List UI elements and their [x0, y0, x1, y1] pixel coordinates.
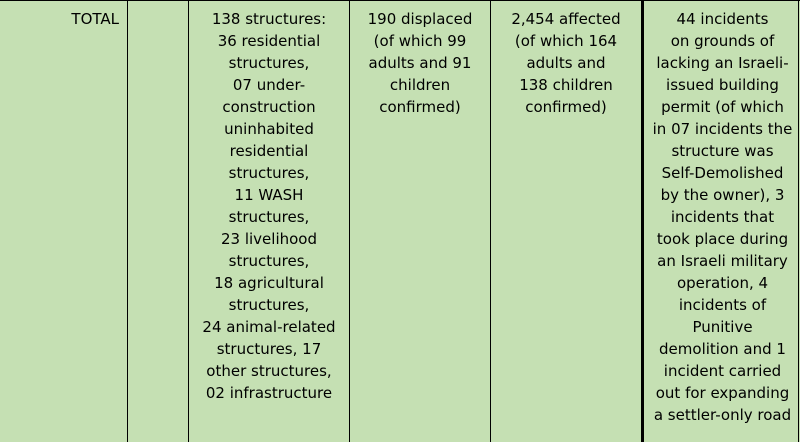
affected-line: adults and [526, 54, 606, 72]
structures-line: structures, [228, 208, 310, 226]
structures-line: 138 structures: [211, 10, 327, 28]
structures-line: 07 under- [232, 76, 306, 94]
structures-line: 18 agricultural [214, 274, 324, 292]
column-divider [188, 1, 189, 442]
structures-line: uninhabited [224, 120, 314, 138]
incidents-line: incidents that [670, 208, 775, 226]
incidents-line: lacking an Israeli- [656, 54, 789, 72]
incidents-line: incidents of [678, 296, 767, 314]
column-divider [127, 1, 128, 442]
displaced-line: 190 displaced [367, 10, 473, 28]
column-divider [349, 1, 350, 442]
structures-line: 02 infrastructure [205, 384, 333, 402]
structures-cell: 138 structures: 36 residential structure… [189, 1, 349, 442]
affected-line: 138 children [519, 76, 613, 94]
structures-line: 24 animal-related [202, 318, 336, 336]
incidents-line: a settler-only road [653, 406, 792, 424]
displaced-line: children [389, 76, 451, 94]
incidents-line: 44 incidents [676, 10, 769, 28]
affected-line: (of which 164 [514, 32, 618, 50]
incidents-line: demolition and 1 [659, 340, 786, 358]
structures-line: structures, [228, 164, 310, 182]
incidents-line: an Israeli military [657, 252, 788, 270]
structures-line: other structures, [206, 362, 332, 380]
incidents-cell: 44 incidents on grounds of lacking an Is… [645, 1, 800, 442]
affected-cell: 2,454 affected (of which 164 adults and … [491, 1, 641, 442]
affected-line: confirmed) [525, 98, 607, 116]
affected-line: 2,454 affected [511, 10, 621, 28]
incidents-line: Self-Demolished [661, 164, 784, 182]
displaced-line: adults and 91 [368, 54, 472, 72]
row-label: TOTAL [71, 10, 119, 28]
structures-line: 11 WASH [234, 186, 304, 204]
row-label-cell: TOTAL [0, 1, 127, 442]
incidents-line: took place during [656, 230, 789, 248]
incidents-line: by the owner), 3 [660, 186, 785, 204]
incidents-line: permit (of which [661, 98, 784, 116]
incidents-line: incident carried [663, 362, 782, 380]
table-right-border [798, 1, 799, 442]
incidents-line: on grounds of [670, 32, 775, 50]
structures-line: structures, 17 [216, 340, 322, 358]
incidents-line: Punitive [692, 318, 753, 336]
empty-cell [128, 1, 188, 442]
displaced-line: (of which 99 [373, 32, 467, 50]
structures-line: 36 residential [217, 32, 321, 50]
structures-line: residential [229, 142, 309, 160]
displaced-line: confirmed) [379, 98, 461, 116]
incidents-line: issued building [666, 76, 779, 94]
column-divider [490, 1, 491, 442]
incidents-line: out for expanding [655, 384, 790, 402]
structures-line: structures, [228, 54, 310, 72]
incidents-line: in 07 incidents the [652, 120, 793, 138]
structures-line: construction [222, 98, 316, 116]
incidents-line: structure was [671, 142, 774, 160]
incidents-line: operation, 4 [676, 274, 769, 292]
column-divider [641, 1, 644, 442]
displaced-cell: 190 displaced (of which 99 adults and 91… [350, 1, 490, 442]
structures-line: structures, [228, 296, 310, 314]
structures-line: 23 livelihood [220, 230, 317, 248]
structures-line: structures, [228, 252, 310, 270]
